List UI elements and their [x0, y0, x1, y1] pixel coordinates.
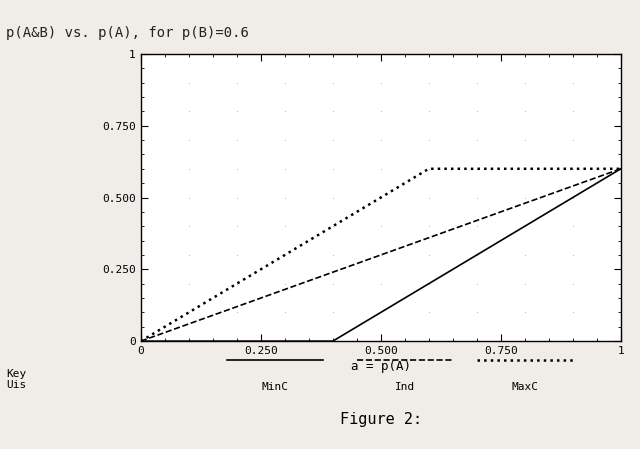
Text: p(A&B) vs. p(A), for p(B)=0.6: p(A&B) vs. p(A), for p(B)=0.6	[6, 26, 249, 40]
Text: MinC: MinC	[262, 382, 289, 392]
Text: MaxC: MaxC	[511, 382, 538, 392]
Text: Ind: Ind	[395, 382, 415, 392]
X-axis label: a = p(A): a = p(A)	[351, 360, 411, 373]
Text: Key
Uis: Key Uis	[6, 369, 27, 390]
Text: Figure 2:: Figure 2:	[340, 412, 422, 427]
